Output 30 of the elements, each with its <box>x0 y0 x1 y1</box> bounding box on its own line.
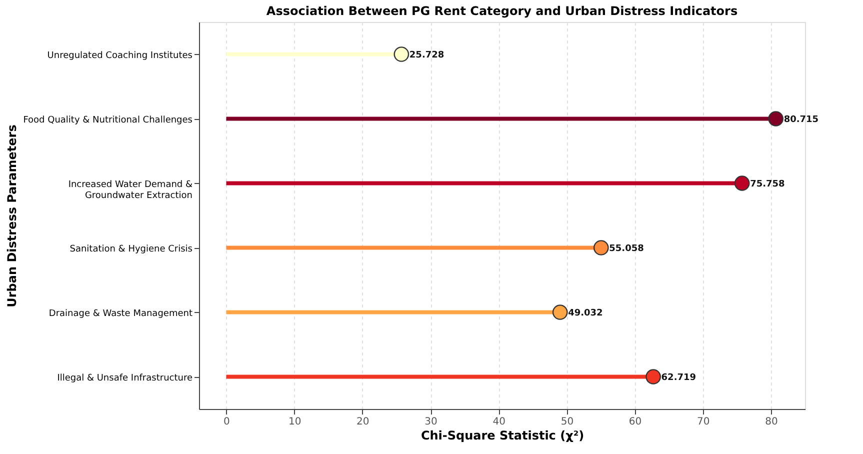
point <box>734 176 750 191</box>
y-tick-label: Increased Water Demand & Groundwater Extraction <box>68 180 192 201</box>
data-label: 75.758 <box>750 179 785 190</box>
data-label: 62.719 <box>661 372 696 383</box>
chart-title: Association Between PG Rent Category and Urban Distress Indicators <box>266 4 738 18</box>
y-tick-label: Unregulated Coaching Institutes <box>47 50 193 61</box>
data-label: 25.728 <box>409 50 444 60</box>
data-label: 49.032 <box>568 308 603 318</box>
y-tick-label: Illegal & Unsafe Infrastructure <box>57 373 193 384</box>
x-tick-label: 80 <box>765 416 778 428</box>
x-tick-label: 60 <box>628 416 642 428</box>
x-tick-label: 0 <box>224 416 230 428</box>
x-tick-label: 10 <box>288 416 302 428</box>
point <box>768 111 784 126</box>
data-label: 80.715 <box>784 114 819 125</box>
x-tick-label: 20 <box>356 416 370 428</box>
y-tick-label: Sanitation & Hygiene Crisis <box>70 244 193 254</box>
data-label: 55.058 <box>609 244 644 254</box>
point <box>394 46 410 62</box>
point <box>593 240 609 256</box>
x-tick-label: 50 <box>560 416 574 428</box>
x-tick-label: 30 <box>424 416 438 428</box>
y-axis-title: Urban Distress Parameters <box>5 124 20 308</box>
y-tick-label: Drainage & Waste Management <box>48 308 193 319</box>
x-tick-label: 40 <box>492 416 506 428</box>
x-axis-title: Chi-Square Statistic (χ²) <box>420 428 584 442</box>
x-tick-label: 70 <box>697 416 710 428</box>
point <box>552 304 568 320</box>
point <box>646 369 661 384</box>
y-tick-label: Food Quality & Nutritional Challenges <box>23 115 193 126</box>
